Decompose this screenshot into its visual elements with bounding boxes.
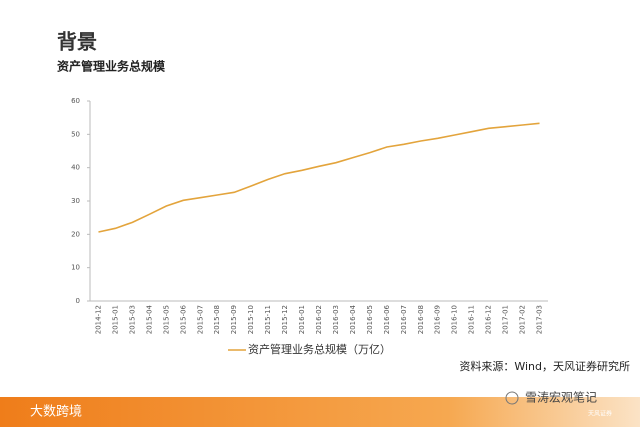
x-tick-label: 2015-01	[111, 305, 119, 334]
x-tick-label: 2015-06	[179, 304, 187, 334]
x-tick-label: 2017-01	[502, 305, 510, 334]
wechat-icon	[505, 391, 519, 405]
y-tick-label: 0	[76, 297, 80, 305]
x-tick-label: 2016-01	[298, 305, 306, 334]
x-tick-label: 2016-03	[332, 305, 340, 334]
x-tick-label: 2016-02	[315, 305, 323, 334]
x-tick-label: 2015-07	[196, 305, 204, 334]
x-tick-label: 2016-08	[417, 305, 425, 334]
source: 资料来源：Wind，天风证券研究所	[459, 359, 630, 373]
x-tick-label: 2016-04	[349, 304, 357, 334]
y-tick-label: 20	[71, 230, 80, 238]
watermark: 雪涛宏观笔记	[525, 390, 597, 405]
x-tick-label: 2015-08	[213, 305, 221, 334]
x-tick-label: 2016-09	[434, 305, 442, 334]
footer-logo: 天风证券	[588, 410, 612, 418]
footer-bar	[0, 397, 640, 427]
x-tick-label: 2016-07	[400, 305, 408, 334]
x-tick-label: 2015-09	[230, 305, 238, 334]
x-tick-label: 2016-06	[383, 304, 391, 334]
footer-brand: 大数跨境	[30, 405, 82, 420]
x-tick-label: 2017-03	[536, 305, 544, 334]
x-tick-label: 2014-12	[94, 305, 102, 334]
x-tick-label: 2015-04	[145, 304, 153, 334]
x-tick-label: 2016-10	[451, 305, 459, 334]
x-tick-label: 2015-03	[128, 305, 136, 334]
x-tick-label: 2015-05	[162, 305, 170, 334]
line	[98, 122, 540, 233]
x-tick-label: 2015-11	[264, 305, 272, 334]
x-tick-label: 2015-12	[281, 305, 289, 334]
slide-title: 背景	[57, 30, 97, 54]
chart-title: 资产管理业务总规模	[57, 59, 166, 74]
y-tick-label: 40	[71, 164, 80, 172]
x-tick-label: 2016-05	[366, 305, 374, 334]
x-tick-label: 2016-12	[485, 305, 493, 334]
x-tick-label: 2015-10	[247, 305, 255, 334]
legend-label: 资产管理业务总规模（万亿）	[248, 342, 391, 356]
y-tick-label: 50	[71, 130, 80, 138]
x-tick-label: 2017-02	[519, 305, 527, 334]
x-tick-label: 2016-11	[468, 305, 476, 334]
y-tick-label: 30	[71, 197, 80, 205]
y-tick-label: 10	[71, 264, 80, 272]
y-tick-label: 60	[71, 97, 80, 105]
